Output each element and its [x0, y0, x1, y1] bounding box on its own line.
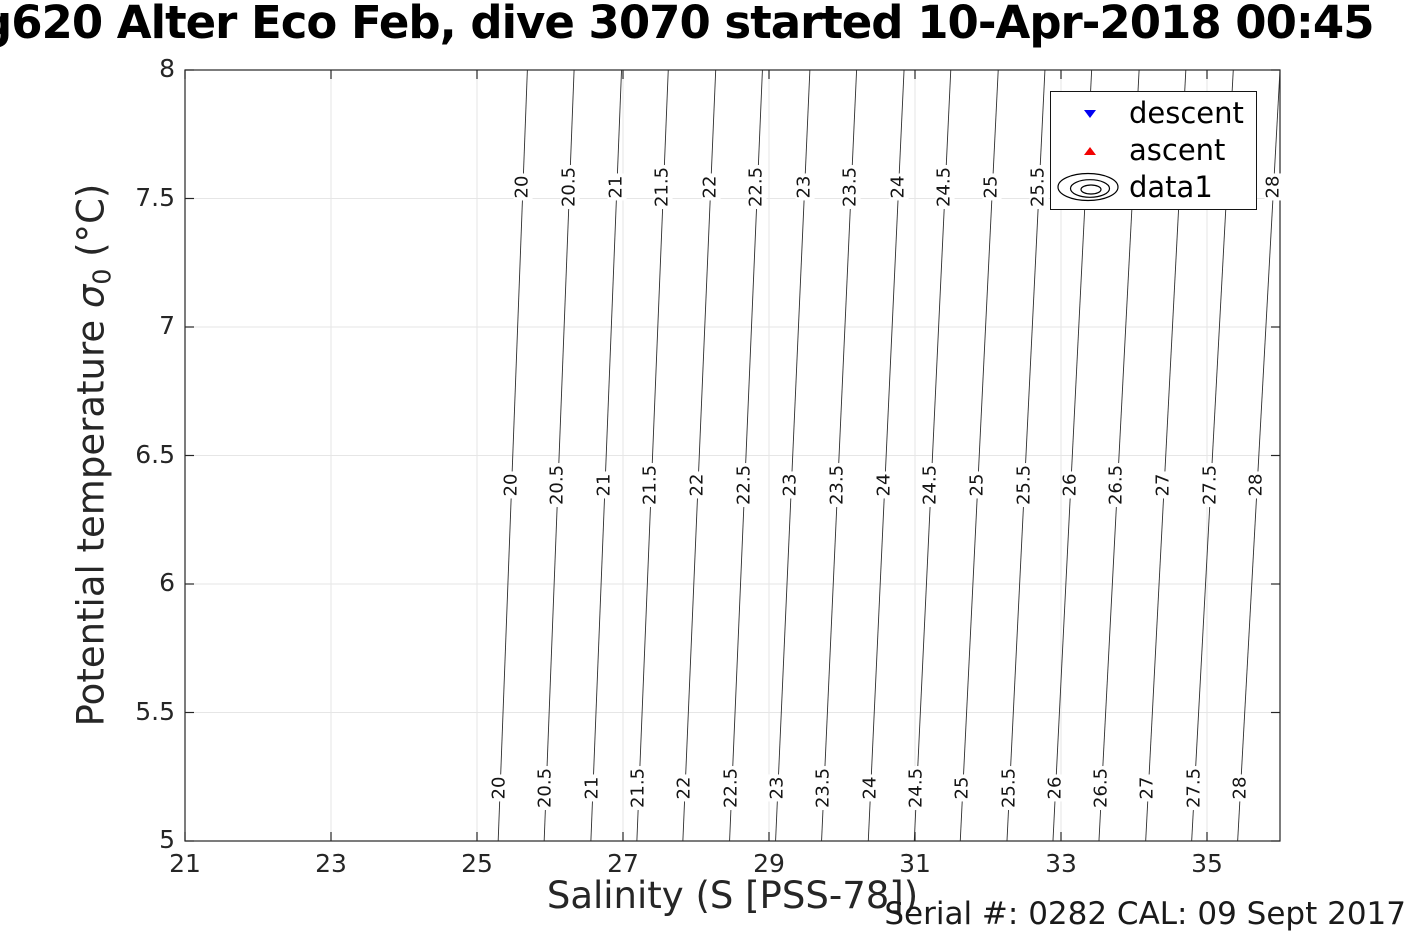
contour-label: 20 — [511, 173, 533, 201]
legend-label: data1 — [1129, 170, 1213, 204]
contour-label: 25.5 — [1013, 463, 1035, 508]
sigma-symbol: σ — [69, 284, 113, 309]
contour-label: 24 — [859, 774, 881, 802]
x-tick-label: 21 — [169, 849, 201, 878]
contour-label: 25.5 — [1027, 164, 1049, 209]
legend-icon-cell — [1051, 146, 1129, 155]
contour-label: 23 — [793, 173, 815, 201]
contour-label: 28 — [1229, 774, 1251, 802]
contour-label: 28 — [1245, 471, 1267, 499]
legend-label: ascent — [1129, 133, 1226, 167]
contour-label: 20.5 — [546, 463, 568, 508]
contour-label: 21.5 — [652, 164, 674, 209]
y-axis-label: Potential temperature σ0 (°C) — [69, 184, 116, 727]
serial-annotation: Serial #: 0282 CAL: 09 Sept 2017 — [884, 896, 1406, 932]
contour-label: 20 — [488, 774, 510, 802]
contour-label: 26 — [1044, 774, 1066, 802]
contour-label: 22.5 — [733, 463, 755, 508]
x-tick-label: 29 — [753, 849, 785, 878]
contour-label: 26 — [1059, 471, 1081, 499]
y-tick-label: 6 — [159, 568, 175, 597]
contour-label: 26.5 — [1090, 766, 1112, 811]
contour-label: 24 — [887, 173, 909, 201]
contour-label: 22.5 — [745, 164, 767, 209]
contour-label: 21 — [581, 774, 603, 802]
triangle-up-icon — [1084, 146, 1096, 155]
contour-label: 23.5 — [839, 164, 861, 209]
x-tick-label: 25 — [461, 849, 493, 878]
legend: descent ascent data1 — [1050, 91, 1257, 210]
y-tick-label: 7 — [159, 311, 175, 340]
contour-label: 27.5 — [1199, 463, 1221, 508]
contour-label: 28 — [1262, 173, 1284, 201]
triangle-down-icon — [1084, 109, 1096, 118]
contour-label: 22 — [686, 471, 708, 499]
contour-label: 25 — [966, 471, 988, 499]
contour-label: 25 — [981, 173, 1003, 201]
contour-label: 27.5 — [1183, 766, 1205, 811]
contour-label: 20.5 — [558, 164, 580, 209]
contour-label: 24 — [873, 471, 895, 499]
y-tick-label: 5.5 — [135, 696, 175, 726]
contour-label: 26.5 — [1106, 463, 1128, 508]
contour-label: 21.5 — [627, 766, 649, 811]
legend-label: descent — [1129, 96, 1244, 130]
contour-label: 23.5 — [812, 766, 834, 811]
y-axis-label-suffix: (°C) — [69, 183, 113, 269]
x-tick-label: 27 — [607, 849, 639, 878]
y-tick-label: 6.5 — [135, 439, 175, 469]
sigma-subscript: 0 — [87, 268, 117, 285]
legend-item-descent: descent — [1051, 95, 1256, 132]
contour-label: 27 — [1136, 774, 1158, 802]
contour-label: 25.5 — [998, 766, 1020, 811]
contour-label: 22 — [673, 774, 695, 802]
contour-label: 22.5 — [720, 766, 742, 811]
y-tick-label: 7.5 — [135, 182, 175, 212]
contour-label: 21 — [593, 471, 615, 499]
contour-label: 24.5 — [933, 164, 955, 209]
x-tick-label: 35 — [1191, 849, 1223, 878]
contour-label: 20 — [500, 471, 522, 499]
contour-rings-icon — [1057, 172, 1119, 201]
contour-label: 21.5 — [639, 463, 661, 508]
contour-label: 23.5 — [826, 463, 848, 508]
legend-item-ascent: ascent — [1051, 132, 1256, 169]
x-tick-label: 23 — [315, 849, 347, 878]
y-tick-label: 8 — [159, 54, 175, 83]
legend-icon-cell — [1051, 109, 1129, 118]
x-axis-label: Salinity (S [PSS-78]) — [546, 874, 919, 917]
contour-label: 24.5 — [905, 766, 927, 811]
x-tick-label: 31 — [899, 849, 931, 878]
contour-label: 23 — [779, 471, 801, 499]
contour-label: 24.5 — [919, 463, 941, 508]
legend-item-data1: data1 — [1051, 169, 1256, 206]
legend-icon-cell — [1051, 172, 1129, 204]
y-tick-label: 5 — [159, 825, 175, 854]
x-tick-label: 33 — [1045, 849, 1077, 878]
contour-label: 20.5 — [534, 766, 556, 811]
contour-label: 23 — [766, 774, 788, 802]
contour-label: 27 — [1152, 471, 1174, 499]
contour-label: 25 — [951, 774, 973, 802]
figure-title: g620 Alter Eco Feb, dive 3070 started 10… — [0, 0, 1375, 49]
figure-title-clip: g620 Alter Eco Feb, dive 3070 started 10… — [0, 0, 1417, 62]
contour-label: 22 — [699, 173, 721, 201]
y-axis-label-prefix: Potential temperature — [69, 308, 113, 727]
contour-label: 21 — [605, 173, 627, 201]
